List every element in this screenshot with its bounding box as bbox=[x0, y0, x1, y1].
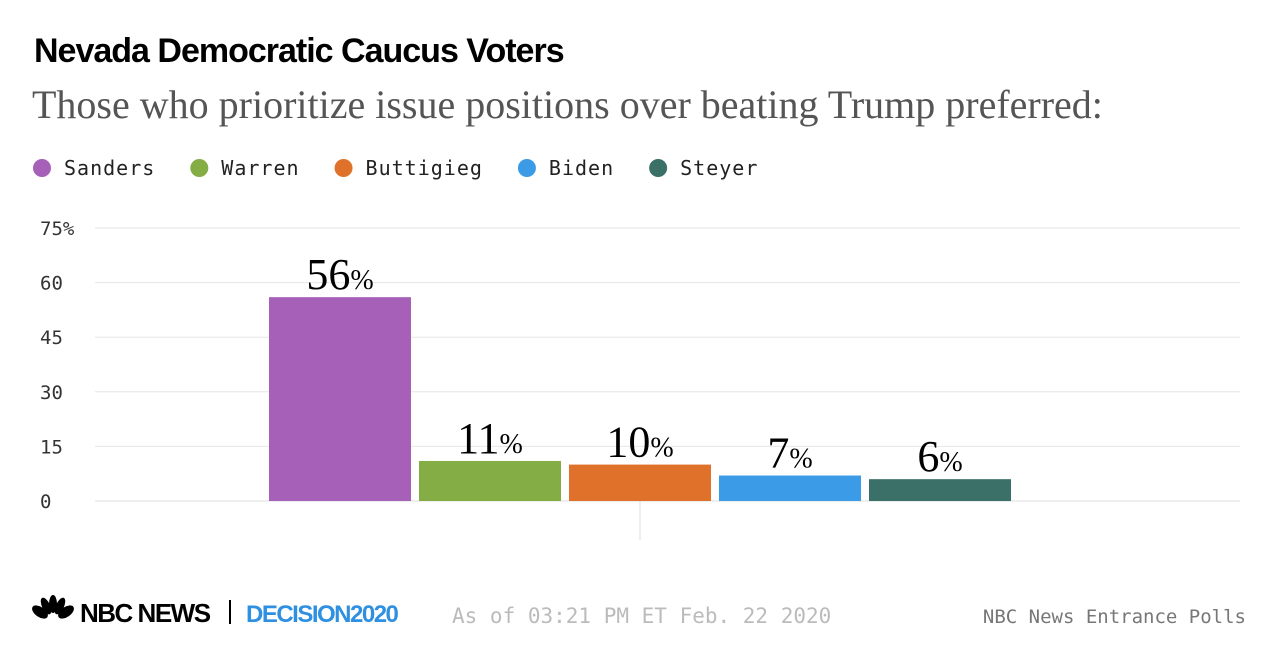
chart-subtitle: Those who prioritize issue positions ove… bbox=[32, 82, 1103, 127]
data-label: 11% bbox=[457, 414, 523, 463]
legend-swatch bbox=[649, 159, 668, 177]
legend-swatch bbox=[334, 159, 353, 177]
y-tick-label: 60 bbox=[40, 273, 63, 295]
legend-label: Buttigieg bbox=[366, 156, 483, 180]
bar bbox=[419, 460, 561, 501]
legend-label: Warren bbox=[221, 156, 299, 180]
bar bbox=[269, 297, 411, 501]
timestamp-note: As of 03:21 PM ET Feb. 22 2020 bbox=[452, 604, 831, 628]
bar bbox=[869, 479, 1011, 501]
nbc-peacock bbox=[32, 595, 74, 619]
legend-label: Biden bbox=[549, 156, 614, 180]
legend-label: Steyer bbox=[680, 156, 758, 180]
y-tick-label: 75% bbox=[40, 218, 75, 240]
y-tick-label: 0 bbox=[40, 491, 51, 513]
legend-label: Sanders bbox=[64, 156, 155, 180]
y-tick-label: 30 bbox=[40, 382, 63, 404]
bar bbox=[569, 464, 711, 501]
legend-swatch bbox=[190, 159, 209, 177]
data-label: 6% bbox=[917, 432, 962, 481]
data-label: 10% bbox=[606, 418, 673, 467]
data-label: 7% bbox=[767, 429, 812, 478]
logo-decision: DECISION2020 bbox=[246, 601, 399, 628]
chart-title: Nevada Democratic Caucus Voters bbox=[34, 32, 564, 70]
logo-nbc-news: NBC NEWS bbox=[80, 598, 211, 628]
legend-swatch bbox=[33, 159, 51, 177]
data-label: 56% bbox=[306, 250, 373, 299]
y-tick-label: 45 bbox=[40, 327, 63, 349]
legend-swatch bbox=[517, 159, 536, 177]
bar bbox=[719, 475, 861, 501]
y-tick-label: 15 bbox=[40, 436, 63, 458]
source-note: NBC News Entrance Polls bbox=[983, 606, 1246, 628]
